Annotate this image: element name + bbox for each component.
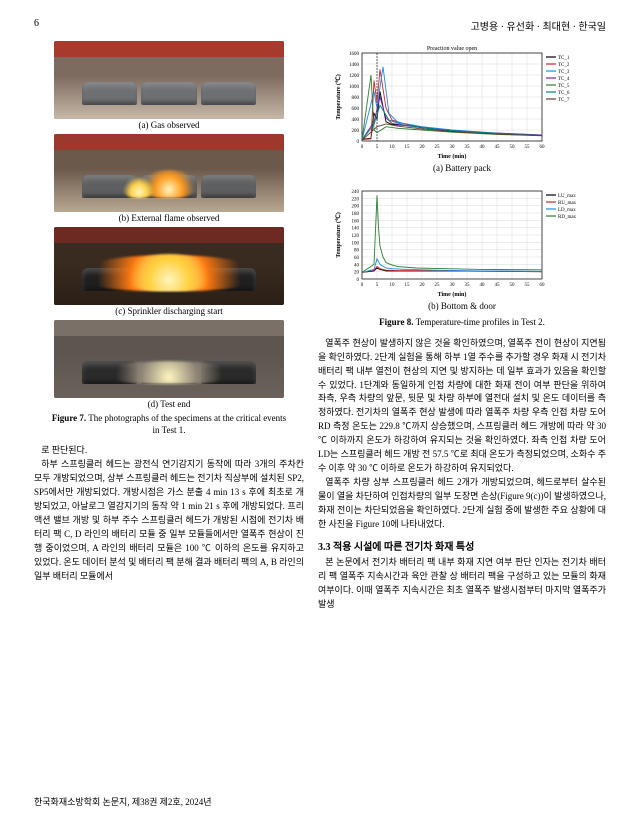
svg-text:200: 200 [352,129,360,134]
svg-text:1600: 1600 [349,52,360,57]
svg-text:140: 140 [352,227,360,232]
svg-text:TC_6: TC_6 [558,91,570,96]
svg-text:40: 40 [354,263,360,268]
chart-a-caption: (a) Battery pack [318,163,606,173]
chart-battery-pack: 0510152025303540455055600200400600800100… [332,41,592,161]
svg-text:TC_1: TC_1 [558,56,570,61]
figure8-caption-text: Temperature-time profiles in Test 2. [416,317,545,327]
svg-text:TC_3: TC_3 [558,70,570,75]
figure7-subcaption-c: (c) Sprinkler discharging start [34,306,304,316]
svg-text:25: 25 [435,145,441,150]
svg-text:60: 60 [354,256,360,261]
svg-text:800: 800 [352,96,360,101]
left-column: (a) Gas observed (b) External flame obser… [34,41,304,612]
right-column: 0510152025303540455055600200400600800100… [318,41,606,612]
svg-text:200: 200 [352,205,360,210]
svg-text:RU_max: RU_max [558,201,577,206]
authors-line: 고병용 · 유선화 · 최대현 · 한국일 [471,18,606,33]
svg-text:45: 45 [495,145,501,150]
page-header: 6 고병용 · 유선화 · 최대현 · 한국일 [34,18,606,33]
right2-p1: 본 논문에서 전기차 배터리 팩 내부 화재 지연 여부 판단 인자는 전기차 … [318,556,606,612]
svg-text:120: 120 [352,234,360,239]
svg-text:60: 60 [540,283,546,288]
svg-text:1400: 1400 [349,63,360,68]
svg-text:TC_2: TC_2 [558,63,570,68]
svg-text:25: 25 [435,283,441,288]
svg-text:Temperature (℃): Temperature (℃) [335,74,342,120]
figure7-caption-text: The photographs of the specimens at the … [88,413,286,435]
svg-text:15: 15 [405,283,411,288]
figure7-subcaption-d: (d) Test end [34,399,304,409]
figure7-subcaption-a: (a) Gas observed [34,120,304,130]
svg-text:600: 600 [352,107,360,112]
svg-text:15: 15 [405,145,411,150]
svg-text:10: 10 [390,145,396,150]
svg-text:45: 45 [495,283,501,288]
svg-text:30: 30 [450,145,456,150]
figure7-caption: Figure 7. The photographs of the specime… [34,413,304,436]
svg-text:220: 220 [352,197,360,202]
svg-text:TC_7: TC_7 [558,98,570,103]
svg-text:30: 30 [450,283,456,288]
svg-text:10: 10 [390,283,396,288]
chart-b-caption: (b) Bottom & door [318,301,606,311]
svg-text:35: 35 [465,145,471,150]
svg-text:50: 50 [510,145,516,150]
svg-text:TC_5: TC_5 [558,84,570,89]
svg-text:180: 180 [352,212,360,217]
svg-text:240: 240 [352,190,360,195]
svg-text:LU_max: LU_max [558,194,576,199]
svg-text:TC_4: TC_4 [558,77,570,82]
right-p2: 열폭주 차량 상부 스프링클러 헤드 2개가 개방되었으며, 헤드로부터 살수된… [318,476,606,532]
svg-text:1000: 1000 [349,85,360,90]
right-body2-text: 본 논문에서 전기차 배터리 팩 내부 화재 지연 여부 판단 인자는 전기차 … [318,556,606,612]
svg-text:55: 55 [525,145,531,150]
svg-text:40: 40 [480,145,486,150]
right-body-text: 열폭주 현상이 발생하지 않은 것을 확인하였으며, 열폭주 전이 현상이 지연… [318,337,606,532]
svg-text:20: 20 [354,271,360,276]
svg-text:1200: 1200 [349,74,360,79]
left-body-text: 로 판단된다. 하부 스프링클러 헤드는 광전식 연기감지기 동작에 따라 3개… [34,444,304,583]
svg-text:Preaction value open: Preaction value open [427,46,477,52]
section-3-3-heading: 3.3 적용 시설에 따른 전기차 화재 특성 [318,538,606,553]
svg-text:50: 50 [510,283,516,288]
page-number: 6 [34,18,39,33]
svg-text:20: 20 [420,145,426,150]
svg-text:Time (min): Time (min) [438,291,467,298]
svg-text:20: 20 [420,283,426,288]
left-p2: 하부 스프링클러 헤드는 광전식 연기감지기 동작에 따라 3개의 주차칸 모두… [34,458,304,583]
chart-bottom-door: 0510152025303540455055600204060801001201… [332,179,592,299]
svg-text:60: 60 [540,145,546,150]
svg-text:400: 400 [352,118,360,123]
svg-text:40: 40 [480,283,486,288]
figure7-photo-b [54,134,284,212]
svg-text:55: 55 [525,283,531,288]
svg-text:80: 80 [354,249,360,254]
svg-text:100: 100 [352,241,360,246]
svg-text:RD_max: RD_max [558,215,577,220]
figure8-caption: Figure 8. Temperature-time profiles in T… [318,317,606,329]
svg-text:Time (min): Time (min) [438,153,467,160]
left-p1: 로 판단된다. [34,444,304,458]
svg-text:LD_max: LD_max [558,208,576,213]
figure7-photo-a [54,41,284,119]
two-column-layout: (a) Gas observed (b) External flame obser… [34,41,606,612]
figure7-photo-d [54,320,284,398]
figure7-photo-c [54,227,284,305]
svg-text:Temperature (℃): Temperature (℃) [335,212,342,258]
journal-footer: 한국화재소방학회 논문지, 제38권 제2호, 2024년 [34,795,211,808]
figure7-subcaption-b: (b) External flame observed [34,213,304,223]
svg-text:35: 35 [465,283,471,288]
right-p1: 열폭주 현상이 발생하지 않은 것을 확인하였으며, 열폭주 전이 현상이 지연… [318,337,606,476]
svg-text:160: 160 [352,219,360,224]
